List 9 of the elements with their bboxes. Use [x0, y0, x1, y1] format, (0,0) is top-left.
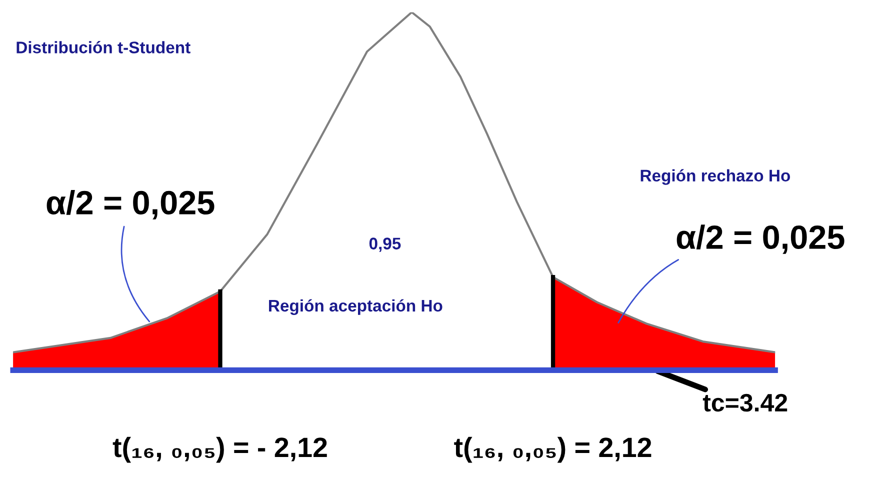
annotation: α/2 = 0,025: [676, 224, 844, 254]
text: Distribución t-Student: [16, 40, 190, 54]
x-tick-label: t(₁₆, ₀,₀₅) = - 2,12: [112, 436, 327, 463]
annotation: 0,95: [369, 238, 401, 252]
annotation: Región rechazo Ho: [640, 169, 790, 185]
x-tick-label: t(₁₆, ₀,₀₅) = 2,12: [454, 436, 652, 463]
annotation: α/2 = 0,025: [46, 190, 214, 220]
annotation: tc=3.42: [702, 394, 788, 412]
annotation: Región aceptación Ho: [269, 299, 442, 315]
